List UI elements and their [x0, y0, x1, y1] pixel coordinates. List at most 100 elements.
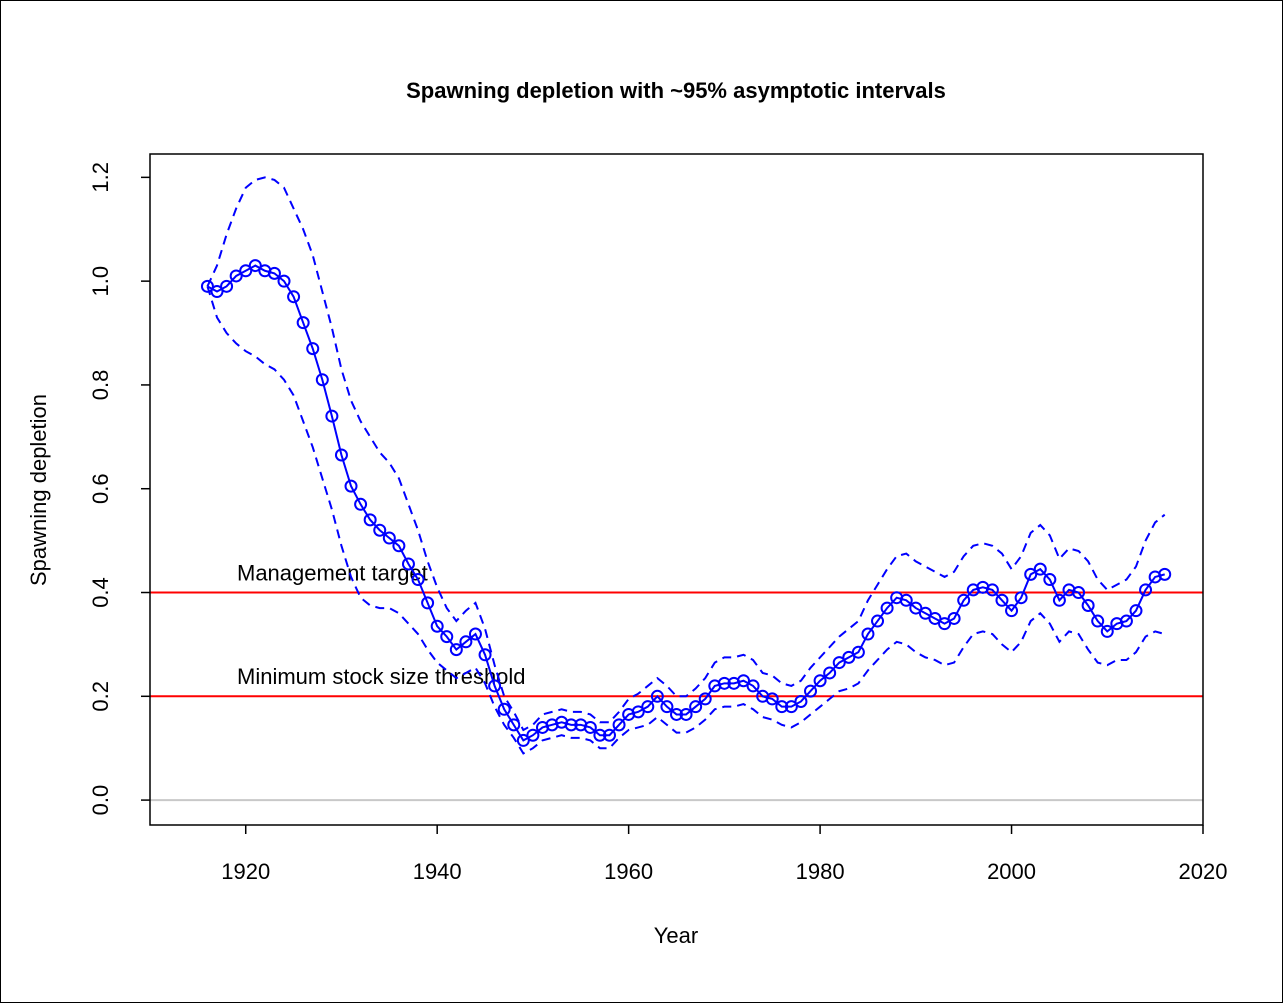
point	[440, 630, 454, 644]
point	[1100, 624, 1114, 638]
x-tick-label: 1960	[604, 859, 653, 884]
point	[373, 523, 387, 537]
point	[478, 648, 492, 662]
point	[334, 448, 348, 462]
point	[1091, 614, 1105, 628]
point	[861, 627, 875, 641]
point	[507, 718, 521, 732]
point	[650, 689, 664, 703]
point	[526, 728, 540, 742]
point	[401, 557, 415, 571]
point	[1072, 586, 1086, 600]
point	[1119, 614, 1133, 628]
point	[995, 593, 1009, 607]
point	[248, 259, 262, 273]
point	[583, 720, 597, 734]
point	[842, 650, 856, 664]
point	[210, 285, 224, 299]
point	[200, 279, 214, 293]
point	[1005, 604, 1019, 618]
point	[1129, 604, 1143, 618]
point	[1024, 567, 1038, 581]
y-tick-label: 0.8	[88, 370, 113, 401]
x-tick-label: 1920	[221, 859, 270, 884]
point	[267, 266, 281, 280]
point	[392, 539, 406, 553]
point	[698, 692, 712, 706]
point	[1158, 567, 1172, 581]
point	[871, 614, 885, 628]
point	[717, 676, 731, 690]
y-tick-label: 1.2	[88, 162, 113, 193]
point	[296, 316, 310, 330]
point	[985, 583, 999, 597]
x-tick-label: 1940	[413, 859, 462, 884]
point	[593, 728, 607, 742]
point	[354, 497, 368, 511]
point	[823, 666, 837, 680]
series-line	[206, 176, 1166, 732]
point	[938, 617, 952, 631]
point	[430, 619, 444, 633]
point	[564, 718, 578, 732]
point	[804, 684, 818, 698]
point	[468, 627, 482, 641]
y-tick-label: 0.6	[88, 473, 113, 504]
point	[880, 601, 894, 615]
y-tick-label: 1.0	[88, 266, 113, 297]
series-line	[206, 286, 1165, 755]
point	[918, 606, 932, 620]
point	[670, 707, 683, 721]
point	[1052, 593, 1066, 607]
point	[679, 707, 693, 721]
x-tick-label: 2020	[1179, 859, 1228, 884]
point	[516, 733, 530, 747]
point	[851, 645, 865, 659]
plot-frame	[149, 153, 1204, 826]
point	[344, 479, 358, 493]
point	[229, 269, 243, 283]
point	[497, 702, 511, 716]
point	[315, 373, 329, 387]
point	[363, 513, 377, 527]
point	[1033, 562, 1047, 576]
x-tick-label: 2000	[987, 859, 1036, 884]
point	[1043, 573, 1057, 587]
reference-label: Minimum stock size threshold	[237, 664, 526, 689]
y-tick-label: 0.0	[88, 785, 113, 816]
point	[449, 643, 463, 657]
point	[784, 700, 798, 714]
point	[765, 692, 779, 706]
point	[411, 573, 425, 587]
point	[1014, 591, 1028, 605]
point	[746, 679, 760, 693]
point	[660, 700, 674, 714]
y-axis-label: Spawning depletion	[26, 394, 51, 586]
point	[832, 656, 846, 670]
chart-title: Spawning depletion with ~95% asymptotic …	[406, 78, 946, 103]
point	[957, 593, 971, 607]
point	[287, 290, 301, 304]
y-tick-label: 0.4	[88, 577, 113, 608]
point	[928, 611, 942, 625]
point	[641, 700, 655, 714]
point	[794, 694, 808, 708]
point	[689, 700, 703, 714]
point	[488, 679, 502, 693]
point	[220, 279, 234, 293]
reference-label: Management target	[237, 560, 428, 585]
point	[737, 674, 751, 688]
point	[325, 409, 339, 423]
x-tick-label: 1980	[796, 859, 845, 884]
x-axis-label: Year	[654, 923, 698, 948]
point	[947, 611, 961, 625]
point	[813, 674, 827, 688]
point	[459, 635, 473, 649]
point	[612, 718, 626, 732]
point	[1139, 583, 1153, 597]
point	[277, 274, 291, 288]
point	[631, 705, 645, 719]
